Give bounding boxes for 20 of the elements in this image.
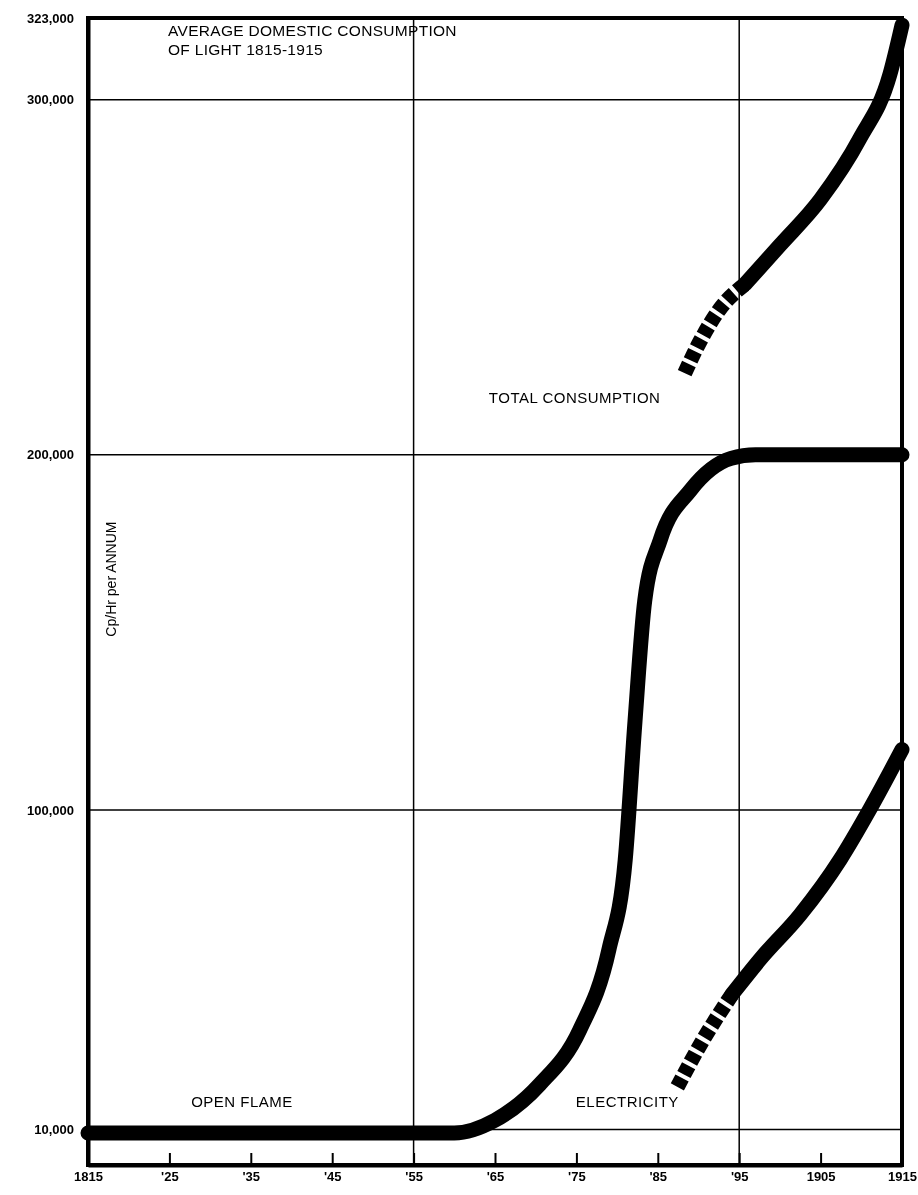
x-tick-label: '75 xyxy=(568,1169,586,1184)
x-tick-label: 1905 xyxy=(806,1169,836,1184)
y-tick-label: 100,000 xyxy=(27,802,74,818)
x-tick-label: '55 xyxy=(405,1169,423,1184)
y-tick-label: 200,000 xyxy=(27,447,74,463)
series-label: TOTAL CONSUMPTION xyxy=(488,389,661,407)
x-tick-label: '35 xyxy=(242,1169,261,1184)
x-tick-label: '65 xyxy=(486,1169,505,1184)
x-tick-label: '95 xyxy=(730,1169,749,1184)
y-tick-label: 300,000 xyxy=(27,92,74,108)
x-tick-label: 1915 xyxy=(888,1169,917,1184)
x-tick-label: '25 xyxy=(161,1169,179,1184)
x-tick-label: 1815 xyxy=(74,1169,103,1184)
series-label: OPEN FLAME xyxy=(191,1093,293,1111)
series-label: ELECTRICITY xyxy=(575,1092,679,1110)
y-axis-title: Cp/Hr per ANNUM xyxy=(103,521,119,637)
y-tick-label: 10,000 xyxy=(34,1122,74,1138)
x-tick-label: '45 xyxy=(323,1169,342,1184)
x-tick-label: '85 xyxy=(649,1169,668,1184)
y-tick-label: 323,000 xyxy=(27,10,74,26)
